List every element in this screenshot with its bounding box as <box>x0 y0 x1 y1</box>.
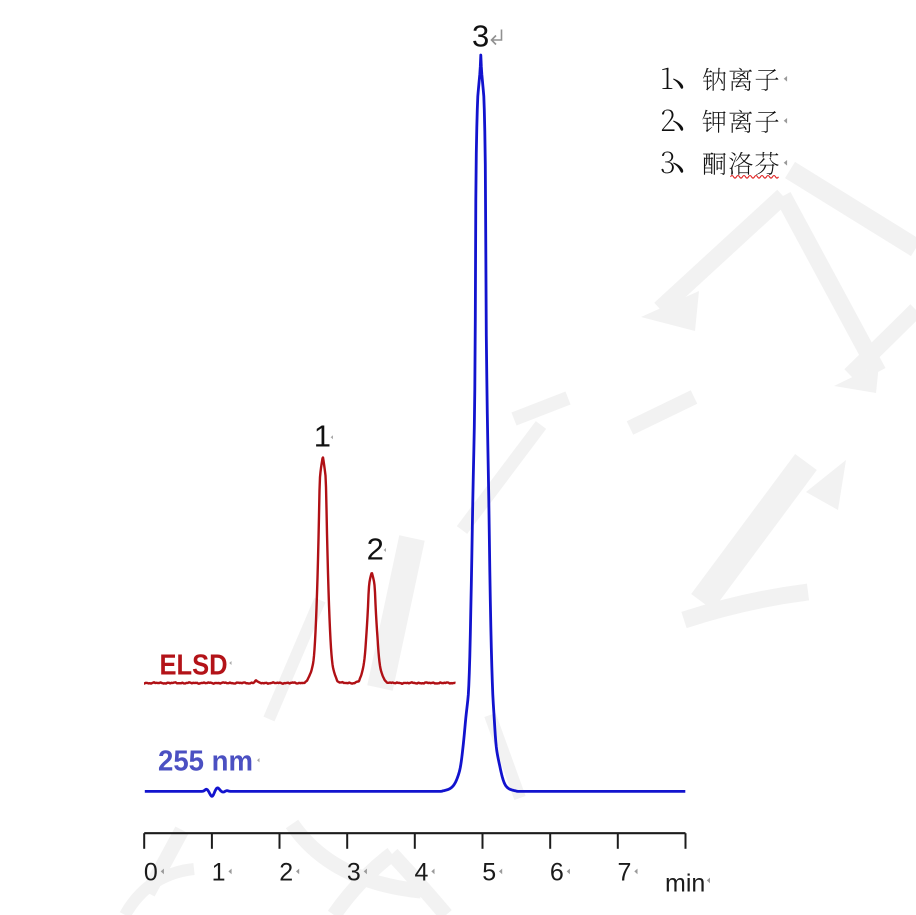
svg-text:2: 2 <box>367 531 384 566</box>
svg-text:0: 0 <box>144 859 158 887</box>
svg-text:6: 6 <box>550 859 564 887</box>
svg-text:2: 2 <box>279 859 293 887</box>
svg-text:3: 3 <box>347 859 361 887</box>
svg-text:min: min <box>665 870 705 898</box>
svg-text:5: 5 <box>482 859 496 887</box>
svg-text:7: 7 <box>618 859 632 887</box>
svg-text:4: 4 <box>415 859 429 887</box>
svg-text:1: 1 <box>314 419 331 454</box>
svg-text:ELSD: ELSD <box>160 650 228 682</box>
svg-text:3: 3 <box>472 19 489 54</box>
svg-text:255 nm: 255 nm <box>158 746 253 778</box>
svg-text:1: 1 <box>212 859 226 887</box>
